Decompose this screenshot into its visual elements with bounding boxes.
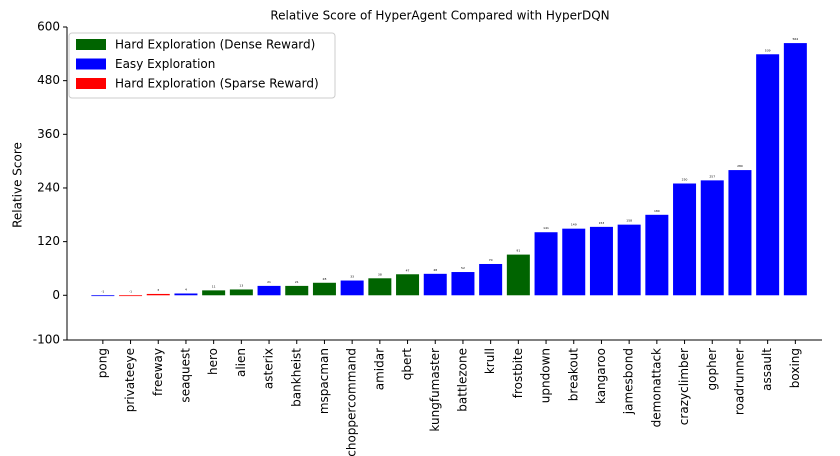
data-label: 280: [737, 164, 743, 168]
x-tick-label: kangaroo: [594, 348, 608, 404]
data-label: 564: [792, 37, 798, 41]
y-tick-label: 240: [37, 180, 60, 194]
x-tick-label: kungfumaster: [428, 348, 442, 432]
bar: [783, 43, 807, 296]
data-label: 21: [267, 280, 271, 284]
data-label: -1: [129, 289, 132, 293]
bar: [645, 214, 669, 296]
bar: [534, 232, 558, 296]
bar: [562, 228, 586, 296]
x-tick-label: seaquest: [178, 348, 192, 403]
bar: [119, 295, 143, 297]
x-tick-label: boxing: [788, 348, 802, 388]
legend-swatch: [76, 39, 106, 50]
data-label: 149: [571, 223, 577, 227]
x-tick-label: assault: [760, 348, 774, 391]
y-tick-label: 480: [37, 73, 60, 87]
bar: [174, 293, 198, 296]
bar: [312, 282, 336, 296]
x-tick-label: asterix: [262, 348, 276, 389]
legend-swatch: [76, 58, 106, 70]
x-tick-label: frostbite: [511, 348, 525, 398]
data-label: 28: [323, 277, 327, 281]
data-label: 48: [433, 268, 437, 272]
data-label: 158: [626, 219, 632, 223]
x-tick-label: crazyclimber: [677, 348, 691, 425]
bar: [285, 285, 309, 296]
x-tick-label: upndown: [539, 348, 553, 403]
legend-box: [68, 32, 336, 99]
bar: [617, 224, 641, 296]
data-label: 33: [350, 275, 354, 279]
data-label: 539: [765, 48, 771, 52]
y-tick-label: 120: [37, 234, 60, 248]
x-tick-label: jamesbond: [622, 348, 636, 415]
x-tick-label: mspacman: [317, 348, 331, 414]
y-tick-label: 600: [37, 20, 60, 34]
x-tick-label: freeway: [151, 348, 165, 396]
data-label: 91: [516, 249, 520, 253]
bar: [589, 226, 613, 296]
data-label: 180: [654, 209, 660, 213]
x-tick-label: pong: [95, 348, 109, 378]
data-label: 153: [599, 221, 605, 225]
x-tick-label: roadrunner: [732, 348, 746, 415]
bar: [202, 290, 226, 296]
data-label: 13: [239, 283, 243, 287]
data-label: 3: [157, 288, 159, 292]
x-tick-label: bankheist: [289, 348, 303, 407]
bar: [479, 263, 503, 296]
x-tick-label: battlezone: [455, 348, 469, 412]
bar: [257, 285, 281, 296]
data-label: 11: [212, 284, 216, 288]
x-tick-label: alien: [234, 348, 248, 377]
x-tick-label: gopher: [705, 348, 719, 391]
bar: [756, 54, 780, 296]
legend-swatch: [76, 78, 106, 89]
data-label: 141: [543, 226, 549, 230]
x-tick-label: qbert: [400, 348, 414, 381]
data-label: 250: [682, 178, 688, 182]
bar: [700, 180, 724, 296]
y-tick-label: 360: [37, 127, 60, 141]
bar: [728, 170, 752, 296]
bar: [146, 293, 170, 296]
data-label: 38: [378, 272, 382, 276]
bar: [91, 295, 115, 297]
bar: [423, 273, 447, 296]
x-tick-label: breakout: [566, 348, 580, 401]
x-tick-label: demonattack: [649, 348, 663, 427]
bar: [396, 274, 420, 296]
y-tick-label: 0: [52, 288, 60, 302]
data-label: 21: [295, 280, 299, 284]
legend-label: Hard Exploration (Sparse Reward): [115, 77, 319, 91]
data-label: 257: [709, 174, 715, 178]
x-tick-label: krull: [483, 348, 497, 374]
legend-label: Easy Exploration: [115, 57, 215, 71]
bar: [673, 183, 697, 296]
data-label: 52: [461, 266, 465, 270]
x-tick-label: hero: [206, 348, 220, 375]
bar: [506, 254, 530, 296]
data-label: 4: [185, 287, 187, 291]
bar: [229, 289, 253, 296]
x-tick-label: amidar: [372, 348, 386, 390]
data-label: 70: [489, 258, 493, 262]
legend-label: Hard Exploration (Dense Reward): [115, 38, 315, 52]
bar: [451, 272, 475, 296]
data-label: 47: [406, 268, 410, 272]
data-label: -1: [101, 289, 104, 293]
bar: [340, 280, 364, 296]
bar: [368, 278, 392, 296]
x-tick-label: privateeye: [123, 348, 137, 412]
y-tick-label: -100: [33, 333, 60, 347]
y-axis-label: Relative Score: [11, 142, 25, 228]
x-tick-label: choppercommand: [345, 348, 359, 456]
chart-title: Relative Score of HyperAgent Compared wi…: [270, 9, 609, 23]
